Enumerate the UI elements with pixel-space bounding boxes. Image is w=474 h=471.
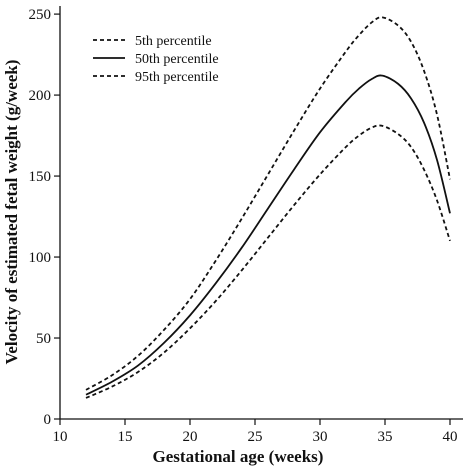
series-line — [85, 74, 451, 396]
x-tick-label: 15 — [118, 429, 133, 445]
y-tick-label: 150 — [29, 169, 52, 185]
legend-label: 5th percentile — [135, 34, 212, 49]
y-tick-label: 100 — [29, 250, 52, 266]
x-tick-label: 10 — [53, 429, 68, 445]
x-tick-label: 30 — [313, 429, 328, 445]
series-line — [85, 124, 451, 399]
x-axis-ticks: 10 15 20 25 30 35 40 — [53, 419, 458, 445]
x-tick-label: 25 — [248, 429, 263, 445]
y-tick-label: 200 — [29, 88, 52, 104]
x-tick-label: 35 — [378, 429, 393, 445]
y-tick-label: 250 — [29, 7, 52, 23]
x-tick-label: 40 — [443, 429, 458, 445]
legend-label: 95th percentile — [135, 70, 219, 85]
y-tick-label: 50 — [36, 331, 51, 347]
y-tick-label: 0 — [44, 412, 52, 428]
x-axis-title: Gestational age (weeks) — [153, 447, 324, 466]
legend: 5th percentile 50th percentile 95th percen… — [93, 34, 219, 85]
legend-label: 50th percentile — [135, 52, 219, 67]
y-axis-ticks: 0 50 100 150 200 250 — [29, 7, 60, 428]
series-line — [85, 16, 451, 391]
y-axis-title: Velocity of estimated fetal weight (g/we… — [2, 60, 21, 365]
x-tick-label: 20 — [183, 429, 198, 445]
plot-area: 10 15 20 25 30 35 40 0 50 100 150 200 250 — [29, 6, 463, 445]
series-lines — [85, 16, 451, 399]
